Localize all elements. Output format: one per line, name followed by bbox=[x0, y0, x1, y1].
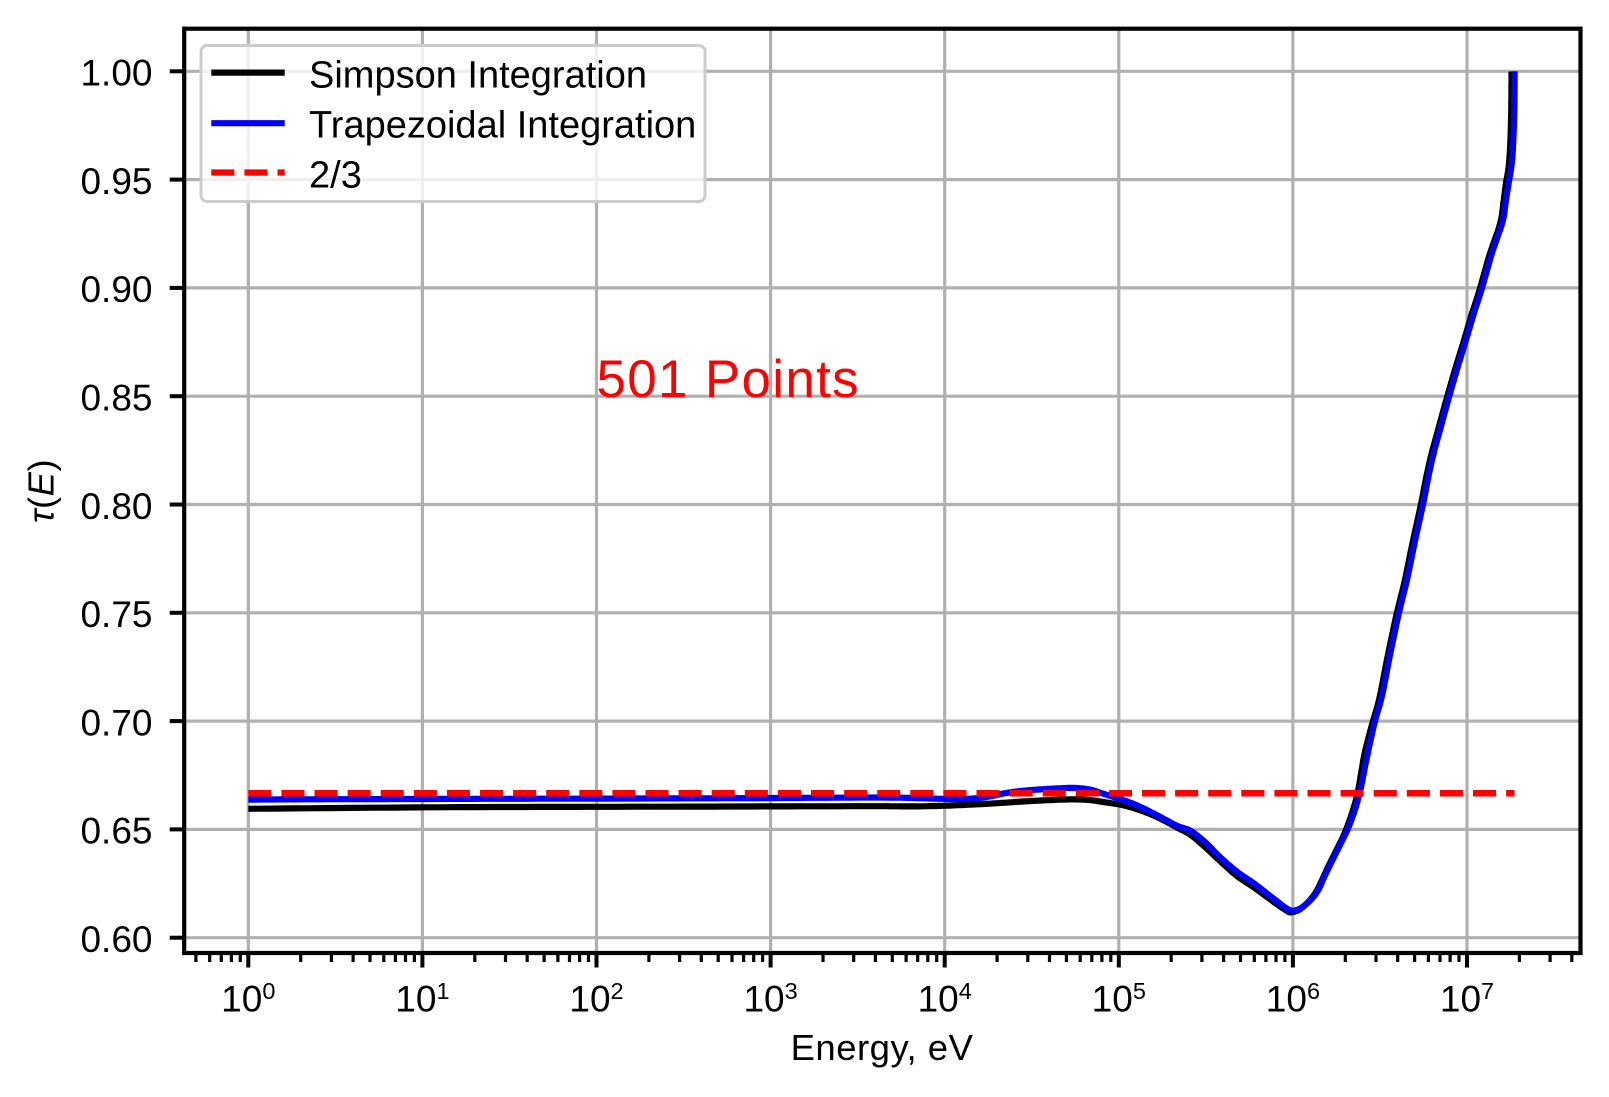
svg-text:501 Points: 501 Points bbox=[597, 350, 860, 409]
svg-text:102: 102 bbox=[569, 978, 623, 1020]
svg-text:1.00: 1.00 bbox=[80, 53, 152, 94]
svg-text:100: 100 bbox=[221, 978, 275, 1020]
svg-text:0.80: 0.80 bbox=[80, 486, 152, 527]
svg-text:0.70: 0.70 bbox=[80, 702, 152, 743]
svg-text:0.90: 0.90 bbox=[80, 269, 152, 310]
svg-text:Simpson Integration: Simpson Integration bbox=[309, 54, 647, 96]
svg-text:Trapezoidal Integration: Trapezoidal Integration bbox=[309, 105, 696, 147]
svg-text:0.75: 0.75 bbox=[80, 594, 152, 635]
svg-text:0.60: 0.60 bbox=[80, 919, 152, 960]
svg-text:Energy, eV: Energy, eV bbox=[791, 1027, 974, 1068]
svg-text:2/3: 2/3 bbox=[309, 154, 362, 196]
svg-text:0.85: 0.85 bbox=[80, 378, 152, 419]
svg-text:0.65: 0.65 bbox=[80, 811, 152, 852]
svg-text:τ(E): τ(E) bbox=[21, 459, 62, 523]
svg-text:0.95: 0.95 bbox=[80, 161, 152, 202]
